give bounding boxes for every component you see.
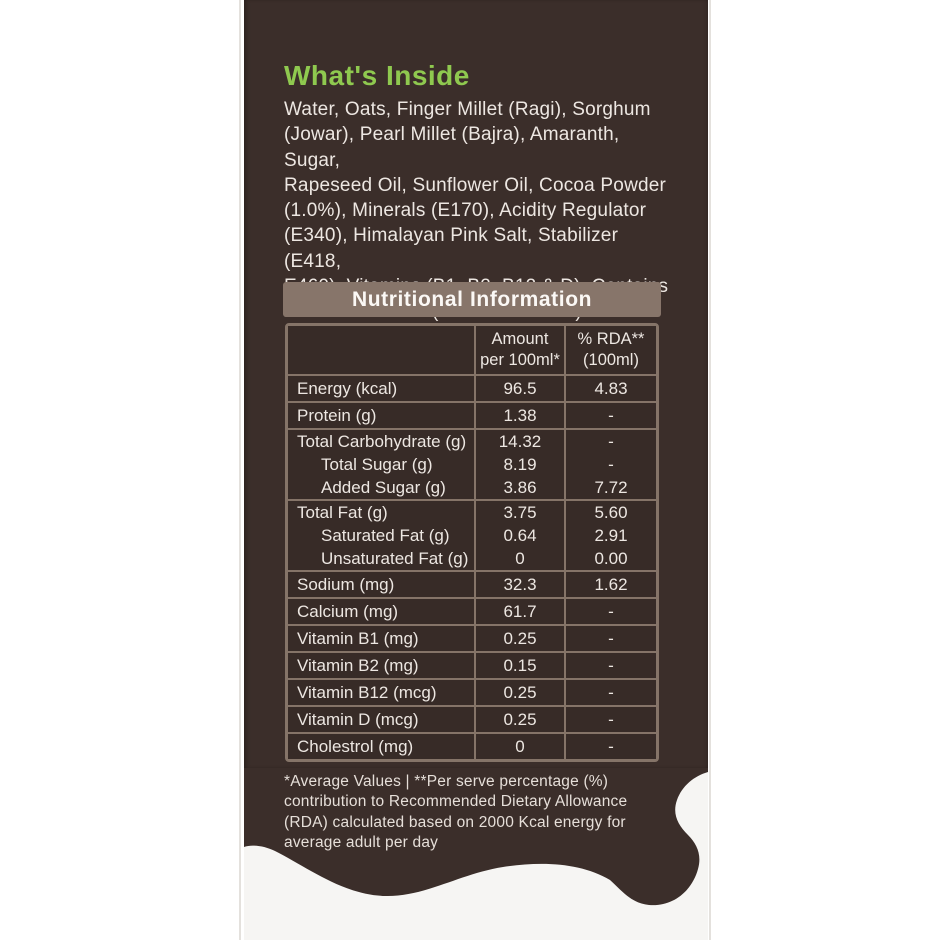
row-rda: - bbox=[566, 734, 656, 759]
row-label-group: Total Fat (g) Saturated Fat (g) Unsatura… bbox=[288, 501, 474, 570]
package-right-edge bbox=[709, 0, 711, 940]
row-sublabel: Unsaturated Fat (g) bbox=[321, 548, 469, 568]
row-amount: 8.19 bbox=[503, 454, 537, 474]
row-rda: 1.62 bbox=[566, 572, 656, 597]
row-amount: 96.5 bbox=[476, 376, 564, 401]
row-rda: 7.72 bbox=[594, 477, 628, 497]
row-rda: 0.00 bbox=[594, 548, 628, 568]
table-row-calcium: Calcium (mg) 61.7 - bbox=[288, 599, 656, 624]
row-rda: 5.60 bbox=[594, 502, 628, 522]
row-rda-group: - - 7.72 bbox=[566, 430, 656, 499]
nutrition-banner: Nutritional Information bbox=[283, 282, 661, 317]
header-amount-cell: Amount per 100ml* bbox=[476, 326, 564, 374]
row-label: Protein (g) bbox=[288, 403, 474, 428]
table-row-fat-group: Total Fat (g) Saturated Fat (g) Unsatura… bbox=[288, 501, 656, 570]
header-blank-cell bbox=[288, 326, 474, 374]
row-rda: - bbox=[566, 653, 656, 678]
row-label: Energy (kcal) bbox=[288, 376, 474, 401]
row-amount-group: 3.75 0.64 0 bbox=[476, 501, 564, 570]
table-row-vitamin-b1: Vitamin B1 (mg) 0.25 - bbox=[288, 626, 656, 651]
row-label: Total Fat (g) bbox=[297, 502, 388, 522]
row-amount-group: 14.32 8.19 3.86 bbox=[476, 430, 564, 499]
row-rda-group: 5.60 2.91 0.00 bbox=[566, 501, 656, 570]
table-row-sodium: Sodium (mg) 32.3 1.62 bbox=[288, 572, 656, 597]
row-rda: - bbox=[566, 626, 656, 651]
row-amount: 0.25 bbox=[476, 626, 564, 651]
row-sublabel: Total Sugar (g) bbox=[321, 454, 433, 474]
nutrition-banner-title: Nutritional Information bbox=[351, 287, 593, 311]
milk-splash-wave bbox=[244, 768, 708, 906]
nutrition-table: Amount per 100ml* % RDA** (100ml) Energy… bbox=[285, 323, 659, 762]
header-rda-cell: % RDA** (100ml) bbox=[566, 326, 656, 374]
row-amount: 0.64 bbox=[503, 525, 537, 545]
row-label-group: Total Carbohydrate (g) Total Sugar (g) A… bbox=[288, 430, 474, 499]
package-side-panel: What's Inside Water, Oats, Finger Millet… bbox=[244, 0, 708, 940]
whats-inside-heading: What's Inside bbox=[284, 60, 470, 91]
row-sublabel: Saturated Fat (g) bbox=[321, 525, 450, 545]
row-amount: 0.15 bbox=[476, 653, 564, 678]
row-label: Vitamin D (mcg) bbox=[288, 707, 474, 732]
label-content: What's Inside Water, Oats, Finger Millet… bbox=[244, 0, 708, 940]
row-label: Calcium (mg) bbox=[288, 599, 474, 624]
rda-footnote: *Average Values | **Per serve percentage… bbox=[284, 773, 628, 852]
row-rda: - bbox=[608, 431, 614, 451]
row-amount: 3.75 bbox=[503, 502, 537, 522]
row-label: Total Carbohydrate (g) bbox=[297, 431, 467, 451]
row-rda: - bbox=[608, 454, 614, 474]
row-rda: - bbox=[566, 707, 656, 732]
ingredients-list: Water, Oats, Finger Millet (Ragi), Sorgh… bbox=[284, 99, 668, 322]
table-row-vitamin-b2: Vitamin B2 (mg) 0.15 - bbox=[288, 653, 656, 678]
row-rda: 4.83 bbox=[566, 376, 656, 401]
table-row-energy: Energy (kcal) 96.5 4.83 bbox=[288, 376, 656, 401]
row-label: Vitamin B1 (mg) bbox=[288, 626, 474, 651]
table-header-row: Amount per 100ml* % RDA** (100ml) bbox=[288, 326, 656, 374]
row-rda: - bbox=[566, 599, 656, 624]
row-amount: 32.3 bbox=[476, 572, 564, 597]
row-rda: - bbox=[566, 680, 656, 705]
row-rda: - bbox=[566, 403, 656, 428]
row-amount: 0.25 bbox=[476, 707, 564, 732]
row-label: Vitamin B12 (mcg) bbox=[288, 680, 474, 705]
row-amount: 14.32 bbox=[498, 431, 542, 451]
row-label: Vitamin B2 (mg) bbox=[288, 653, 474, 678]
row-amount: 0 bbox=[476, 734, 564, 759]
row-amount: 61.7 bbox=[476, 599, 564, 624]
row-amount: 0.25 bbox=[476, 680, 564, 705]
package-left-edge bbox=[239, 0, 241, 940]
row-label: Cholestrol (mg) bbox=[288, 734, 474, 759]
row-amount: 3.86 bbox=[503, 477, 537, 497]
row-rda: 2.91 bbox=[594, 525, 628, 545]
row-sublabel: Added Sugar (g) bbox=[321, 477, 446, 497]
table-row-vitamin-d: Vitamin D (mcg) 0.25 - bbox=[288, 707, 656, 732]
row-amount: 1.38 bbox=[476, 403, 564, 428]
table-row-carbohydrate-group: Total Carbohydrate (g) Total Sugar (g) A… bbox=[288, 430, 656, 499]
table-row-protein: Protein (g) 1.38 - bbox=[288, 403, 656, 428]
table-row-cholestrol: Cholestrol (mg) 0 - bbox=[288, 734, 656, 759]
row-amount: 0 bbox=[515, 548, 525, 568]
table-row-vitamin-b12: Vitamin B12 (mcg) 0.25 - bbox=[288, 680, 656, 705]
row-label: Sodium (mg) bbox=[288, 572, 474, 597]
